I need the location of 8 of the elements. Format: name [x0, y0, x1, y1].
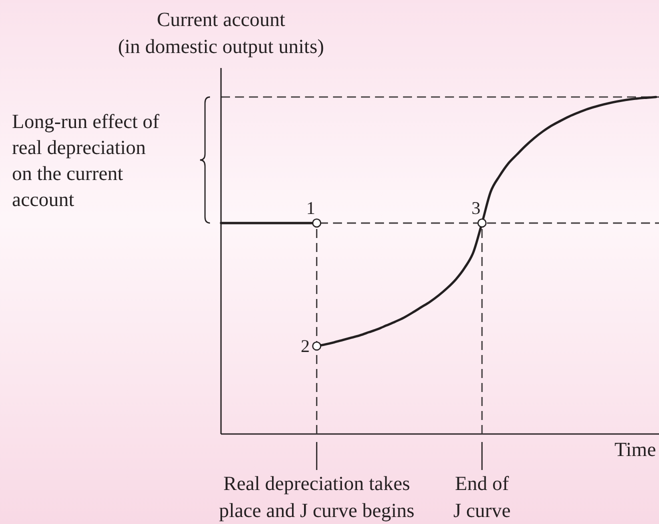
annotation: 3: [472, 198, 480, 218]
x-tick-label: End of J curve: [453, 473, 511, 522]
text: Long-run effect of real depreciation on the current account: [12, 111, 160, 212]
x-tick-label: Real depreciation takes place and J curve begins: [218, 473, 415, 522]
y-axis-title: Current account (in domestic output units): [118, 9, 324, 58]
x-axis-title: Time: [614, 439, 656, 461]
annotation: 2: [300, 336, 310, 356]
annotation: 1: [306, 198, 316, 218]
